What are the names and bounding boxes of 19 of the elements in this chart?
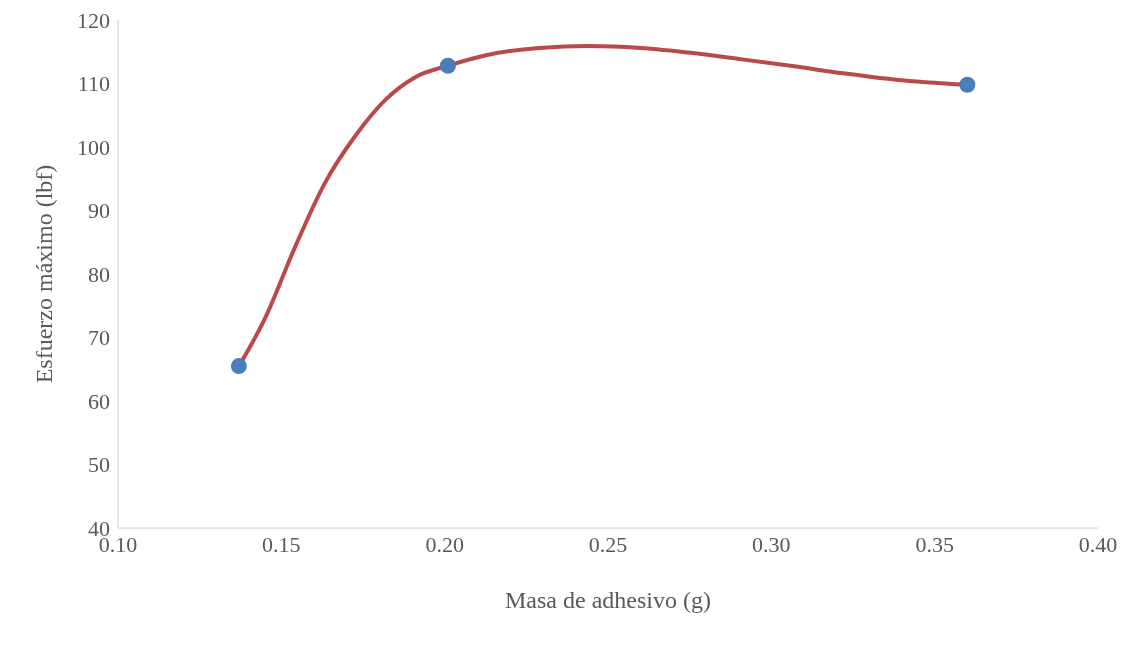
y-tick-label: 80 <box>88 261 110 287</box>
y-tick-label: 120 <box>77 7 110 33</box>
y-tick-label: 70 <box>88 325 110 351</box>
point <box>439 57 456 74</box>
x-tick-label: 0.35 <box>915 531 954 557</box>
x-tick-label: 0.30 <box>752 531 791 557</box>
y-tick-label: 90 <box>88 198 110 224</box>
y-tick-label: 50 <box>88 452 110 478</box>
point <box>959 76 976 93</box>
x-tick-label: 0.40 <box>1078 531 1118 557</box>
x-tick-label: 0.25 <box>588 531 628 557</box>
x-tick-label: 0.20 <box>425 531 464 557</box>
point <box>230 358 247 375</box>
y-tick-label: 100 <box>77 134 110 160</box>
y-tick-label: 110 <box>77 71 110 97</box>
x-axis-title: Masa de adhesivo (g) <box>505 587 711 613</box>
y-tick-label: 60 <box>88 388 110 414</box>
x-tick-label: 0.15 <box>262 531 301 557</box>
y-axis-title: Esfuerzo máximo (lbf) <box>30 164 57 384</box>
